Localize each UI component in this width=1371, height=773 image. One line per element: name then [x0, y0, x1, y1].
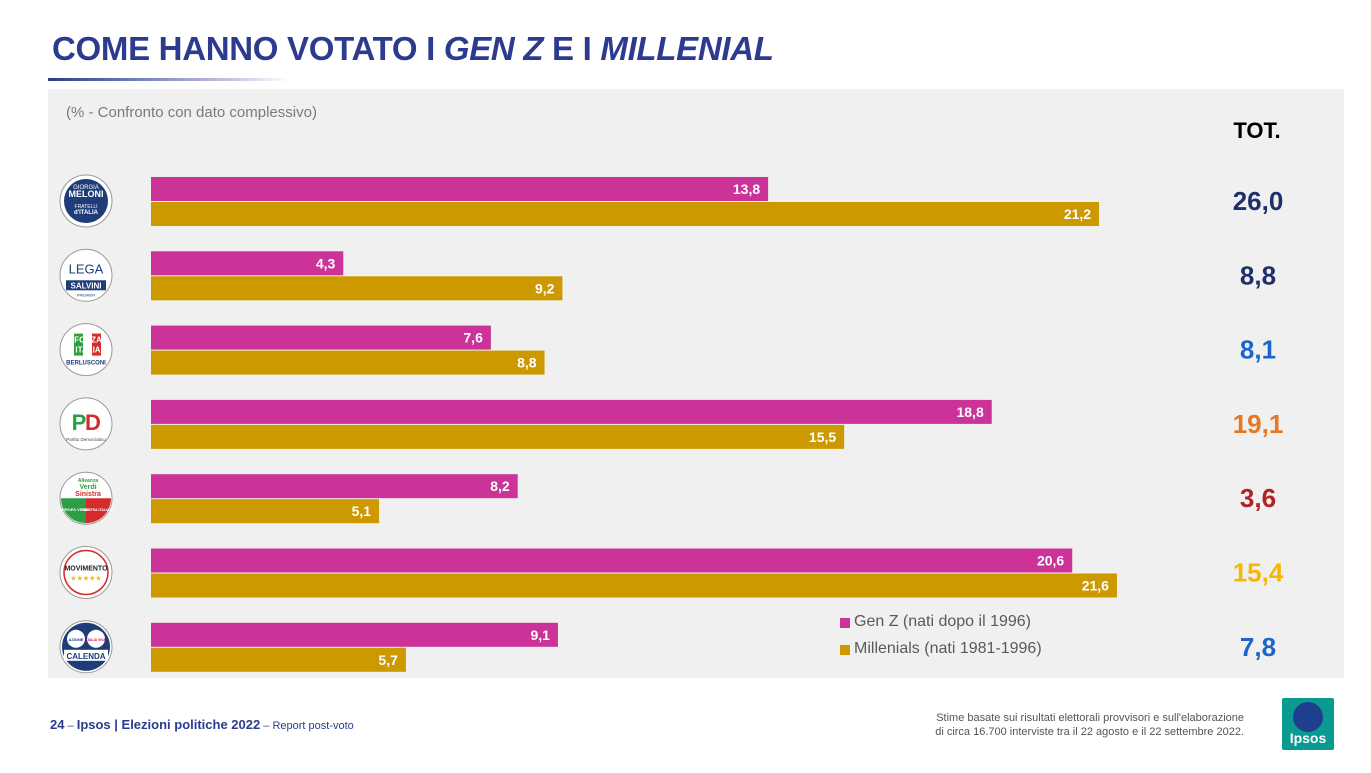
chart-subtitle: (% - Confronto con dato complessivo) [66, 104, 317, 121]
page-title: COME HANNO VOTATO I GEN Z E I MILLENIAL [52, 30, 774, 68]
legend-genz-label: Gen Z (nati dopo il 1996) [854, 613, 1031, 630]
title-millenial: MILLENIAL [600, 30, 774, 67]
source-name: Ipsos | Elezioni politiche 2022 [76, 717, 261, 732]
note-line1: Stime basate sui risultati elettorali pr… [936, 712, 1244, 724]
chart-panel [48, 89, 1344, 678]
note-line2: di circa 16.700 interviste tra il 22 ago… [935, 726, 1244, 738]
title-part1: COME HANNO VOTATO I [52, 30, 444, 67]
title-part2: E I [543, 30, 601, 67]
page-number: 24 [50, 717, 65, 732]
ipsos-logo: Ipsos [1282, 698, 1334, 750]
legend-millenials-swatch [840, 645, 850, 655]
page-sep: – [64, 720, 77, 732]
footer-note: Stime basate sui risultati elettorali pr… [935, 711, 1244, 739]
legend-millenials-label: Millenials (nati 1981-1996) [854, 640, 1042, 657]
ipsos-logo-text: Ipsos [1289, 730, 1327, 746]
source-suffix: – Report post-voto [260, 720, 354, 732]
legend-genz-swatch [840, 618, 850, 628]
title-underline [48, 78, 288, 81]
ipsos-logo-circle [1293, 702, 1323, 732]
footer-source: 24 – Ipsos | Elezioni politiche 2022 – R… [50, 717, 354, 732]
total-header: TOT. [1233, 118, 1281, 143]
title-genz: GEN Z [443, 30, 544, 67]
